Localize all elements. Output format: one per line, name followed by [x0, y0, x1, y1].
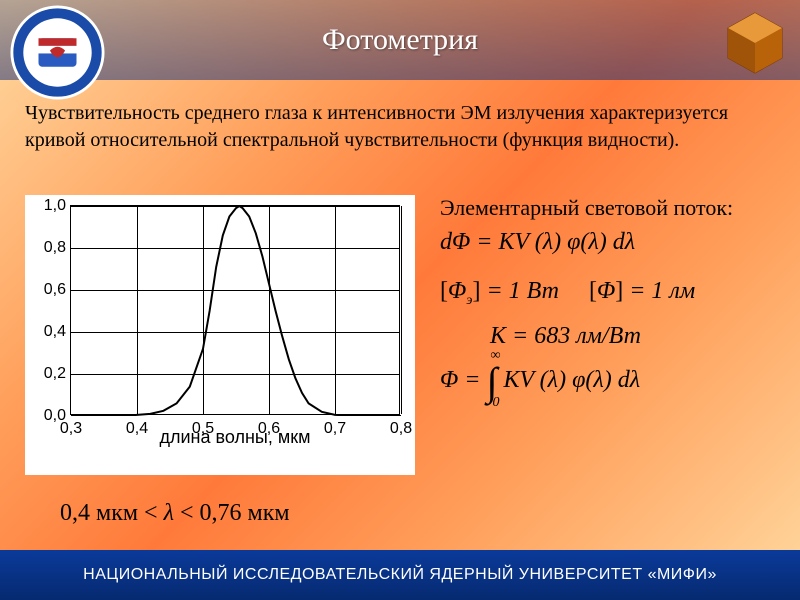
integral-upper: ∞: [490, 348, 500, 364]
ytick-label: 0,2: [31, 365, 66, 383]
formulas-panel: Элементарный световой поток: dΦ = KV (λ)…: [440, 195, 780, 413]
ytick-label: 1,0: [31, 197, 66, 215]
formula-phi-unit: [Φ] = 1 лм: [589, 278, 695, 305]
integral-lower: 0: [492, 395, 499, 411]
ytick-label: 0,4: [31, 323, 66, 341]
visibility-chart: 0,00,20,40,60,81,00,30,40,50,60,70,8 дли…: [25, 195, 415, 475]
range-lambda: λ: [164, 500, 174, 526]
ytick-label: 0,8: [31, 239, 66, 257]
formula-k: K = 683 лм/Вт: [490, 323, 780, 350]
header: Фотометрия: [0, 0, 800, 80]
logo-cube-icon: [720, 8, 790, 78]
ytick-label: 0,6: [31, 281, 66, 299]
flux-label: Элементарный световой поток:: [440, 195, 780, 221]
formula-dphi: dΦ = KV (λ) φ(λ) dλ: [440, 229, 780, 256]
formula-phi-e-unit: [Φэ] = 1 Вт: [440, 278, 559, 309]
footer: НАЦИОНАЛЬНЫЙ ИССЛЕДОВАТЕЛЬСКИЙ ЯДЕРНЫЙ У…: [0, 550, 800, 600]
intro-text: Чувствительность среднего глаза к интенс…: [25, 100, 775, 154]
content: Чувствительность среднего глаза к интенс…: [0, 80, 800, 550]
range-right: < 0,76 мкм: [174, 500, 290, 526]
range-left: 0,4 мкм <: [60, 500, 164, 526]
footer-text: НАЦИОНАЛЬНЫЙ ИССЛЕДОВАТЕЛЬСКИЙ ЯДЕРНЫЙ У…: [83, 566, 717, 584]
formula-integral: Φ = ∞ ∫ 0 KV (λ) φ(λ) dλ: [440, 358, 780, 405]
wavelength-range: 0,4 мкм < λ < 0,76 мкм: [60, 500, 290, 527]
page-title: Фотометрия: [322, 23, 478, 57]
